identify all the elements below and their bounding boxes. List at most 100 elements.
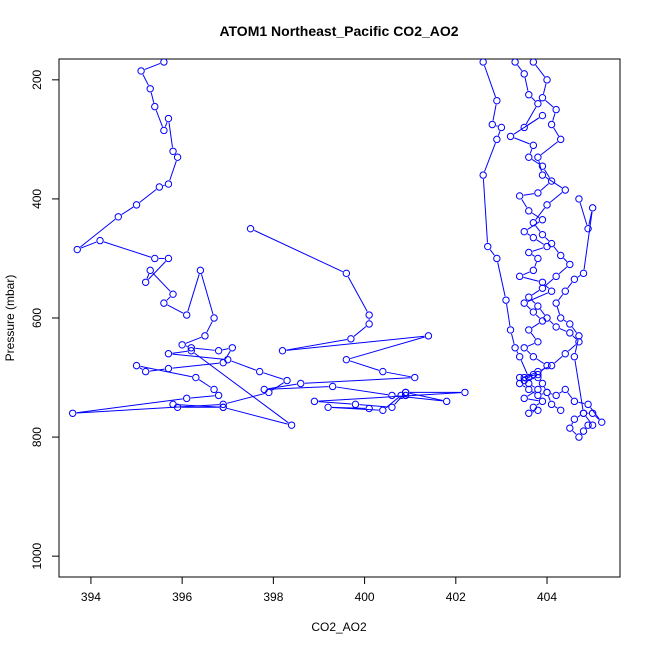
data-point bbox=[141, 367, 150, 376]
chart-title: ATOM1 Northeast_Pacific CO2_AO2 bbox=[219, 23, 458, 39]
data-point bbox=[566, 320, 574, 328]
series-segment bbox=[541, 366, 549, 371]
data-point bbox=[534, 189, 542, 197]
data-point bbox=[561, 350, 569, 358]
data-point bbox=[515, 353, 524, 361]
data-point bbox=[132, 361, 141, 370]
data-point bbox=[552, 272, 560, 281]
data-point bbox=[543, 201, 551, 209]
data-point bbox=[547, 239, 556, 248]
data-point bbox=[255, 367, 264, 376]
series-1 bbox=[68, 59, 296, 429]
data-point bbox=[561, 385, 569, 394]
series-segment bbox=[103, 241, 152, 258]
series-segment bbox=[263, 372, 284, 380]
series-segment bbox=[526, 305, 531, 310]
data-point bbox=[552, 323, 560, 331]
data-point bbox=[515, 192, 524, 200]
series-segment bbox=[332, 406, 366, 409]
series-2 bbox=[246, 224, 469, 414]
data-point bbox=[534, 385, 542, 394]
series-segment bbox=[139, 189, 157, 203]
series-segment bbox=[553, 127, 560, 137]
data-point bbox=[525, 248, 533, 257]
data-point bbox=[525, 326, 533, 334]
series-segment bbox=[353, 326, 367, 337]
series-segment bbox=[521, 199, 528, 208]
series-segment bbox=[318, 392, 461, 402]
series-segment bbox=[558, 294, 564, 301]
data-point bbox=[342, 355, 351, 364]
data-point bbox=[570, 353, 579, 361]
data-point bbox=[529, 308, 538, 316]
series-segment bbox=[544, 237, 550, 242]
series-segment bbox=[268, 383, 297, 390]
data-point bbox=[547, 361, 556, 370]
series-segment bbox=[185, 336, 202, 344]
data-point bbox=[575, 332, 583, 340]
data-point bbox=[566, 329, 574, 337]
series-segment bbox=[150, 92, 155, 103]
series-segment bbox=[572, 430, 577, 435]
data-point bbox=[342, 269, 351, 278]
data-point bbox=[228, 344, 237, 352]
data-point bbox=[224, 355, 232, 364]
data-point bbox=[219, 358, 227, 367]
data-point bbox=[497, 123, 506, 132]
series-segment bbox=[253, 229, 343, 273]
y-tick-label: 600 bbox=[30, 308, 44, 328]
data-point bbox=[461, 388, 469, 397]
series-segment bbox=[525, 106, 537, 125]
data-point bbox=[525, 409, 533, 417]
x-tick-label: 402 bbox=[446, 590, 466, 604]
data-point bbox=[529, 59, 538, 66]
series-segment bbox=[544, 169, 550, 178]
data-point bbox=[525, 153, 533, 161]
series-segment bbox=[577, 415, 581, 418]
series-segment bbox=[164, 122, 168, 127]
data-point bbox=[561, 287, 569, 295]
data-point bbox=[538, 171, 547, 179]
series-segment bbox=[144, 62, 161, 70]
series-segment bbox=[409, 392, 443, 401]
series-segment bbox=[531, 254, 535, 257]
data-point bbox=[201, 332, 209, 340]
data-point bbox=[534, 367, 542, 376]
series-segment bbox=[148, 261, 167, 280]
data-point bbox=[260, 385, 268, 394]
series-segment bbox=[535, 314, 540, 319]
series-segment bbox=[583, 211, 593, 270]
data-point bbox=[151, 102, 159, 111]
series-segment bbox=[539, 308, 545, 316]
series-segment bbox=[336, 386, 389, 396]
data-point bbox=[538, 216, 547, 224]
data-point bbox=[401, 391, 410, 400]
series-segment bbox=[536, 239, 544, 245]
data-point bbox=[169, 290, 177, 298]
data-point bbox=[365, 320, 373, 328]
series-segment bbox=[536, 403, 540, 406]
x-tick-label: 398 bbox=[263, 590, 283, 604]
series-segment bbox=[386, 371, 411, 378]
series-segment bbox=[524, 77, 529, 91]
data-point bbox=[287, 421, 296, 429]
data-point bbox=[557, 314, 565, 322]
data-point bbox=[538, 162, 547, 170]
series-segment bbox=[567, 344, 577, 352]
data-point bbox=[538, 278, 547, 286]
series-segment bbox=[492, 104, 497, 121]
data-point bbox=[155, 183, 164, 191]
x-tick-label: 396 bbox=[172, 590, 192, 604]
y-tick-label: 800 bbox=[30, 427, 44, 447]
data-point bbox=[484, 242, 492, 251]
series-segment bbox=[559, 328, 567, 332]
series-segment bbox=[484, 142, 496, 172]
series-segment bbox=[201, 274, 214, 315]
data-point bbox=[538, 111, 547, 120]
series-segment bbox=[558, 266, 568, 275]
y-axis-label: Pressure (mbar) bbox=[3, 275, 17, 362]
data-point bbox=[379, 367, 387, 376]
data-point bbox=[442, 397, 451, 406]
series-segment bbox=[530, 332, 536, 339]
data-point bbox=[584, 421, 592, 429]
